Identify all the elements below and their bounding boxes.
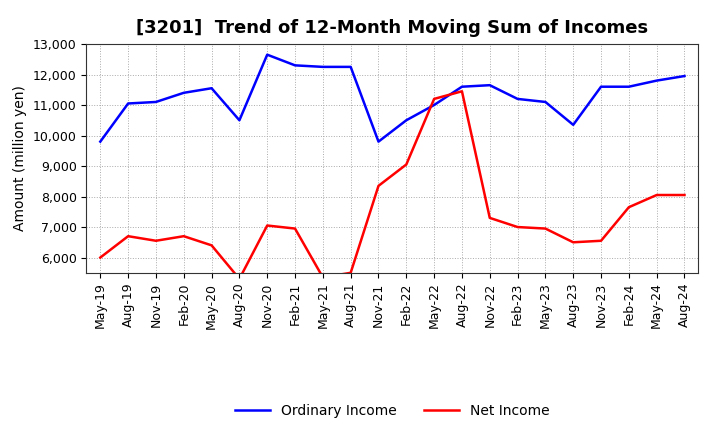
Ordinary Income [597, 84, 606, 89]
Net Income [597, 238, 606, 243]
Net Income [318, 275, 327, 280]
Ordinary Income [485, 83, 494, 88]
Net Income [624, 205, 633, 210]
Net Income [541, 226, 550, 231]
Net Income [207, 243, 216, 248]
Ordinary Income [207, 86, 216, 91]
Ordinary Income [318, 64, 327, 70]
Net Income [402, 162, 410, 167]
Ordinary Income [179, 90, 188, 95]
Net Income [374, 183, 383, 188]
Net Income [152, 238, 161, 243]
Net Income [346, 270, 355, 275]
Net Income [263, 223, 271, 228]
Net Income [458, 88, 467, 94]
Net Income [680, 192, 689, 198]
Title: [3201]  Trend of 12-Month Moving Sum of Incomes: [3201] Trend of 12-Month Moving Sum of I… [136, 19, 649, 37]
Ordinary Income [513, 96, 522, 102]
Net Income [235, 276, 243, 282]
Net Income [124, 234, 132, 239]
Net Income [96, 255, 104, 260]
Line: Ordinary Income: Ordinary Income [100, 55, 685, 142]
Ordinary Income [263, 52, 271, 57]
Ordinary Income [402, 117, 410, 123]
Ordinary Income [152, 99, 161, 105]
Ordinary Income [541, 99, 550, 105]
Ordinary Income [569, 122, 577, 128]
Net Income [291, 226, 300, 231]
Ordinary Income [374, 139, 383, 144]
Ordinary Income [680, 73, 689, 79]
Ordinary Income [346, 64, 355, 70]
Ordinary Income [96, 139, 104, 144]
Net Income [569, 240, 577, 245]
Net Income [179, 234, 188, 239]
Net Income [652, 192, 661, 198]
Ordinary Income [430, 103, 438, 108]
Line: Net Income: Net Income [100, 91, 685, 279]
Ordinary Income [291, 63, 300, 68]
Ordinary Income [235, 117, 243, 123]
Ordinary Income [458, 84, 467, 89]
Legend: Ordinary Income, Net Income: Ordinary Income, Net Income [230, 399, 555, 424]
Net Income [430, 96, 438, 102]
Ordinary Income [652, 78, 661, 83]
Ordinary Income [624, 84, 633, 89]
Y-axis label: Amount (million yen): Amount (million yen) [13, 85, 27, 231]
Ordinary Income [124, 101, 132, 106]
Net Income [513, 224, 522, 230]
Net Income [485, 215, 494, 220]
